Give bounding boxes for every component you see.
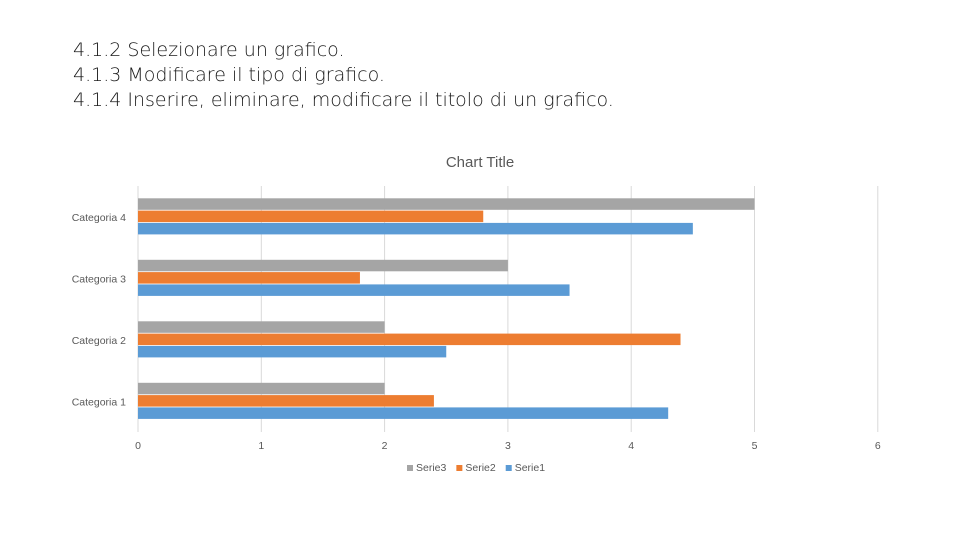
category-label: Categoria 2 bbox=[72, 335, 126, 347]
x-tick-label: 6 bbox=[875, 440, 881, 452]
bar-serie2-cat4 bbox=[138, 210, 484, 223]
x-tick-label: 3 bbox=[505, 440, 511, 452]
bar-serie2-cat1 bbox=[138, 395, 434, 407]
heading-line-2: 4.1.3 Modificare il tipo di grafico. bbox=[73, 64, 385, 86]
legend: Serie3 Serie2 Serie1 bbox=[407, 462, 545, 474]
bar-serie3-cat4 bbox=[138, 198, 755, 210]
heading-line-3: 4.1.4 Inserire, eliminare, modificare il… bbox=[73, 89, 614, 111]
chart-title: Chart Title bbox=[446, 154, 514, 171]
bar-serie1-cat2 bbox=[138, 345, 447, 358]
x-tick-label: 0 bbox=[135, 440, 141, 452]
bar-serie2-cat2 bbox=[138, 333, 681, 346]
category-labels: Categoria 1 Categoria 2 Categoria 3 Categor… bbox=[72, 212, 126, 409]
category-label: Categoria 4 bbox=[72, 212, 126, 224]
bar-serie1-cat3 bbox=[138, 284, 570, 296]
bar-serie3-cat2 bbox=[138, 321, 385, 333]
x-tick-labels: 0 1 2 3 4 5 6 bbox=[135, 440, 881, 452]
category-label: Categoria 1 bbox=[72, 396, 126, 408]
bar-serie1-cat1 bbox=[138, 407, 669, 419]
legend-swatch-serie2 bbox=[456, 465, 463, 471]
heading-line-1: 4.1.2 Selezionare un grafico. bbox=[73, 39, 345, 61]
bars bbox=[138, 198, 755, 419]
x-tick-label: 2 bbox=[382, 440, 388, 452]
bar-serie3-cat1 bbox=[138, 382, 385, 395]
legend-label-serie3: Serie3 bbox=[416, 462, 447, 474]
legend-swatch-serie3 bbox=[407, 465, 413, 471]
legend-label-serie1: Serie1 bbox=[515, 462, 546, 474]
slide-heading: 4.1.2 Selezionare un grafico. 4.1.3 Modi… bbox=[73, 38, 614, 113]
bar-serie1-cat4 bbox=[138, 222, 693, 235]
x-tick-label: 5 bbox=[752, 440, 758, 452]
bar-serie2-cat3 bbox=[138, 272, 360, 284]
legend-label-serie2: Serie2 bbox=[465, 462, 496, 474]
bar-serie3-cat3 bbox=[138, 259, 508, 272]
x-tick-label: 4 bbox=[628, 440, 634, 452]
legend-swatch-serie1 bbox=[505, 465, 512, 471]
category-label: Categoria 3 bbox=[72, 273, 126, 285]
x-tick-label: 1 bbox=[258, 440, 264, 452]
